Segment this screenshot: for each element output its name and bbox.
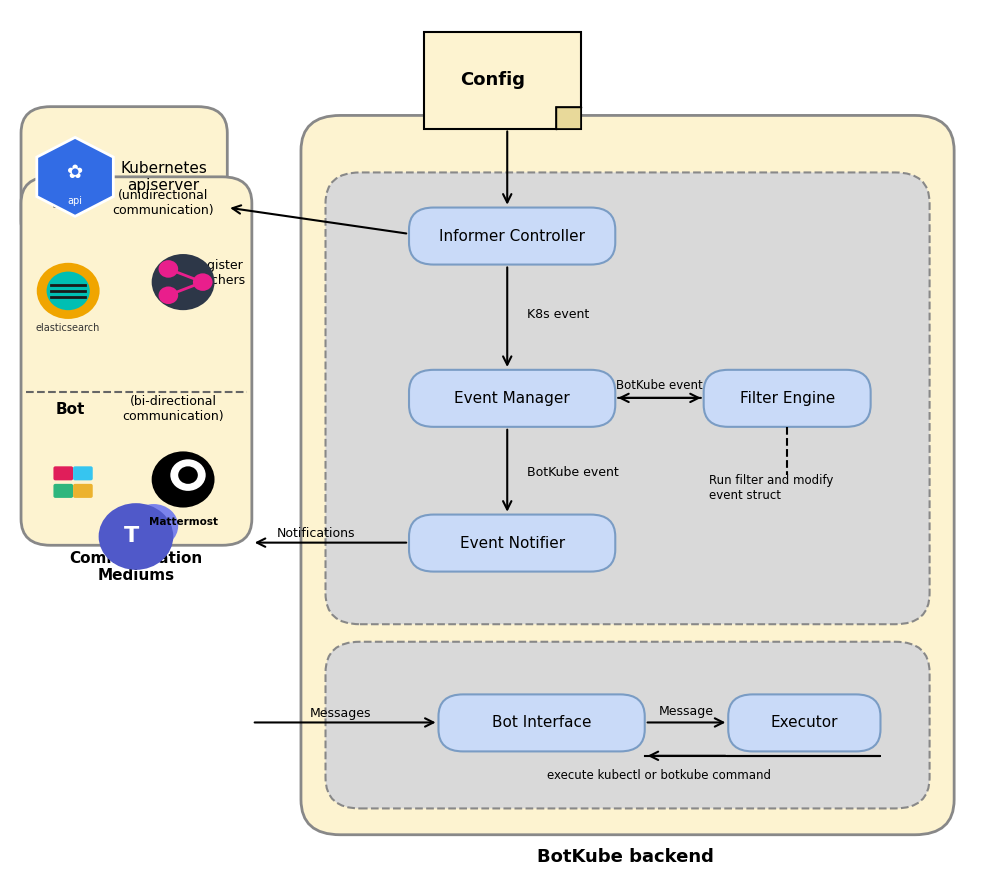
Circle shape	[159, 260, 178, 278]
Text: Mattermost: Mattermost	[149, 517, 218, 526]
Text: api: api	[68, 196, 83, 207]
Text: Communication
Mediums: Communication Mediums	[69, 551, 203, 583]
Text: K8s event: K8s event	[527, 308, 589, 321]
Text: Register
watchers: Register watchers	[189, 260, 246, 288]
FancyBboxPatch shape	[21, 177, 252, 546]
Circle shape	[129, 504, 178, 548]
Text: Notifications: Notifications	[277, 527, 355, 540]
Circle shape	[178, 466, 198, 484]
FancyBboxPatch shape	[409, 370, 616, 427]
FancyBboxPatch shape	[438, 694, 645, 752]
Text: ✿: ✿	[67, 163, 84, 182]
Text: Kubernetes
apiserver: Kubernetes apiserver	[120, 161, 207, 193]
Text: BotKube event: BotKube event	[616, 379, 703, 392]
Text: Message: Message	[659, 706, 713, 718]
FancyBboxPatch shape	[424, 32, 581, 128]
FancyBboxPatch shape	[409, 208, 616, 265]
Text: Bot Interface: Bot Interface	[492, 715, 591, 730]
Text: (bi-directional
communication): (bi-directional communication)	[122, 395, 225, 423]
FancyBboxPatch shape	[73, 484, 93, 498]
Text: Sink: Sink	[51, 195, 89, 210]
FancyBboxPatch shape	[325, 172, 930, 624]
Circle shape	[152, 254, 215, 310]
Circle shape	[46, 272, 90, 310]
Text: T: T	[123, 526, 139, 546]
Polygon shape	[557, 106, 581, 128]
FancyBboxPatch shape	[728, 694, 881, 752]
FancyBboxPatch shape	[409, 515, 616, 572]
Circle shape	[170, 459, 206, 491]
Circle shape	[159, 287, 178, 304]
Text: execute kubectl or botkube command: execute kubectl or botkube command	[548, 768, 771, 781]
Text: Filter Engine: Filter Engine	[740, 391, 835, 406]
FancyBboxPatch shape	[21, 106, 228, 247]
FancyBboxPatch shape	[53, 466, 73, 480]
FancyBboxPatch shape	[53, 484, 73, 498]
Text: Event Manager: Event Manager	[454, 391, 570, 406]
Circle shape	[98, 503, 173, 570]
Text: elasticsearch: elasticsearch	[36, 323, 100, 333]
Text: Bot: Bot	[55, 402, 85, 417]
FancyBboxPatch shape	[703, 370, 871, 427]
Circle shape	[152, 451, 215, 508]
Text: BotKube backend: BotKube backend	[537, 847, 713, 866]
Text: Event Notifier: Event Notifier	[460, 536, 564, 551]
FancyBboxPatch shape	[325, 642, 930, 809]
Circle shape	[36, 263, 99, 319]
Text: Executor: Executor	[770, 715, 838, 730]
FancyBboxPatch shape	[301, 115, 954, 835]
Text: (unidirectional
communication): (unidirectional communication)	[112, 189, 215, 217]
Circle shape	[193, 274, 213, 291]
Text: BotKube event: BotKube event	[527, 466, 619, 479]
Text: Informer Controller: Informer Controller	[439, 229, 585, 244]
Text: Messages: Messages	[309, 708, 371, 720]
FancyBboxPatch shape	[73, 466, 93, 480]
Text: Config: Config	[460, 71, 525, 90]
Text: Run filter and modify
event struct: Run filter and modify event struct	[708, 474, 833, 502]
